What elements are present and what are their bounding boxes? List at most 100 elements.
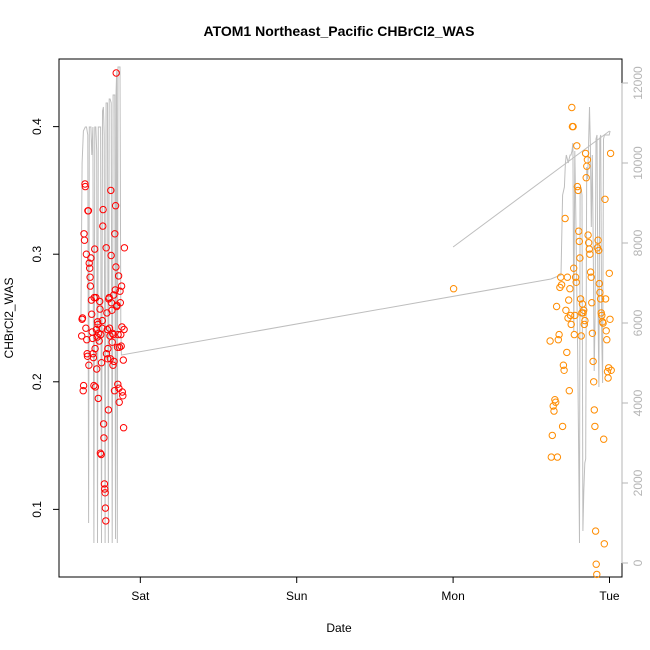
plot-frame — [58, 58, 623, 578]
data-point-group2 — [546, 337, 554, 345]
data-point-group2 — [576, 295, 585, 303]
data-point-group2 — [587, 273, 595, 281]
y-tick-label: 0.1 — [30, 501, 44, 518]
data-point-group1 — [108, 338, 116, 346]
data-point-group1 — [110, 291, 118, 299]
data-point-group2 — [565, 387, 573, 395]
data-point-group2 — [603, 367, 612, 376]
y2-tick-label: 10000 — [631, 146, 645, 180]
data-point-group1 — [98, 316, 107, 325]
data-point-group2 — [576, 254, 584, 262]
data-point-group2 — [555, 330, 563, 339]
data-point-group1 — [108, 306, 116, 314]
y2-tick-label: 2000 — [631, 469, 645, 496]
data-point-group2 — [586, 250, 594, 258]
altitude-line-segment — [452, 130, 610, 248]
data-point-group2 — [593, 570, 601, 579]
data-point-group1 — [101, 489, 109, 497]
data-point-group1 — [117, 282, 126, 290]
data-point-group1 — [78, 332, 86, 340]
data-point-group1 — [92, 325, 101, 334]
data-point-group1 — [79, 381, 88, 390]
data-point-group1 — [86, 264, 94, 272]
y-axis: 0.1 0.2 0.3 0.4 — [30, 118, 59, 518]
data-point-group2 — [559, 361, 568, 369]
data-point-group1 — [111, 230, 119, 238]
data-point-group2 — [554, 336, 562, 344]
altitude-series — [80, 66, 611, 544]
data-point-group1 — [101, 504, 110, 512]
data-point-group2 — [552, 398, 560, 406]
data-point-group1 — [87, 254, 95, 262]
data-point-group2 — [562, 306, 570, 314]
y-tick-label: 0.2 — [30, 373, 44, 390]
data-point-group2 — [580, 306, 588, 314]
y-axis-right: 0 2000 4000 6000 8000 10000 12000 — [621, 66, 645, 566]
data-point-group1 — [98, 324, 106, 332]
data-point-group2 — [601, 195, 609, 204]
data-point-group1 — [100, 480, 109, 488]
data-point-group2 — [553, 453, 562, 461]
series-group1 — [78, 69, 129, 525]
data-point-group1 — [82, 250, 91, 258]
data-point-group1 — [111, 202, 120, 210]
data-point-group2 — [604, 374, 612, 382]
data-point-group1 — [114, 272, 123, 280]
data-point-group1 — [109, 330, 118, 339]
data-point-group1 — [114, 330, 122, 339]
data-point-group2 — [575, 237, 583, 246]
data-point-group1 — [109, 361, 117, 369]
y2-tick-label: 6000 — [631, 309, 645, 336]
data-point-group2 — [561, 214, 569, 223]
data-point-group1 — [97, 359, 106, 367]
data-point-group1 — [103, 355, 112, 363]
data-point-group1 — [107, 186, 115, 195]
data-point-group1 — [97, 450, 105, 459]
x-axis: Sat Sun Mon Tue — [131, 577, 620, 603]
data-point-group1 — [119, 424, 128, 432]
data-point-group1 — [102, 517, 110, 525]
data-point-group1 — [110, 357, 118, 366]
data-point-group1 — [101, 485, 109, 493]
data-point-group1 — [99, 222, 107, 230]
data-point-group2 — [560, 366, 568, 374]
data-point-group1 — [83, 350, 91, 358]
data-point-group2 — [568, 103, 576, 112]
data-point-group1 — [86, 282, 95, 290]
data-point-group1 — [104, 344, 112, 353]
data-point-group2 — [583, 156, 592, 164]
data-point-group1 — [104, 406, 113, 414]
data-point-group1 — [88, 334, 97, 343]
y2-tick-label: 8000 — [631, 229, 645, 256]
data-point-group2 — [591, 527, 600, 535]
data-point-group1 — [108, 329, 117, 337]
data-point-group2 — [588, 329, 597, 337]
data-point-group2 — [600, 435, 608, 443]
data-point-group1 — [113, 343, 122, 351]
data-point-group1 — [116, 287, 124, 295]
x-tick-label: Sun — [286, 589, 307, 603]
x-tick-label: Sat — [131, 589, 150, 603]
data-point-group2 — [563, 348, 571, 357]
data-point-group1 — [88, 310, 96, 318]
data-point-group1 — [115, 398, 123, 406]
data-point-group2 — [547, 453, 555, 461]
data-point-group2 — [564, 314, 572, 322]
x-axis-label: Date — [326, 621, 352, 635]
chart-title: ATOM1 Northeast_Pacific CHBrCl2_WAS — [204, 23, 475, 39]
data-point-group2 — [588, 299, 596, 307]
data-point-group1 — [96, 305, 104, 313]
data-point-group1 — [85, 361, 93, 369]
data-point-group1 — [117, 342, 125, 350]
data-point-group2 — [570, 330, 578, 339]
data-point-group1 — [111, 286, 120, 294]
data-point-group1 — [94, 320, 102, 329]
data-point-group2 — [606, 149, 615, 158]
x-tick-label: Mon — [441, 589, 464, 603]
data-point-group2 — [591, 422, 599, 431]
x-tick-label: Tue — [599, 589, 620, 603]
data-point-group2 — [577, 332, 585, 340]
data-point-group2 — [590, 378, 598, 386]
y2-tick-label: 0 — [631, 559, 645, 566]
